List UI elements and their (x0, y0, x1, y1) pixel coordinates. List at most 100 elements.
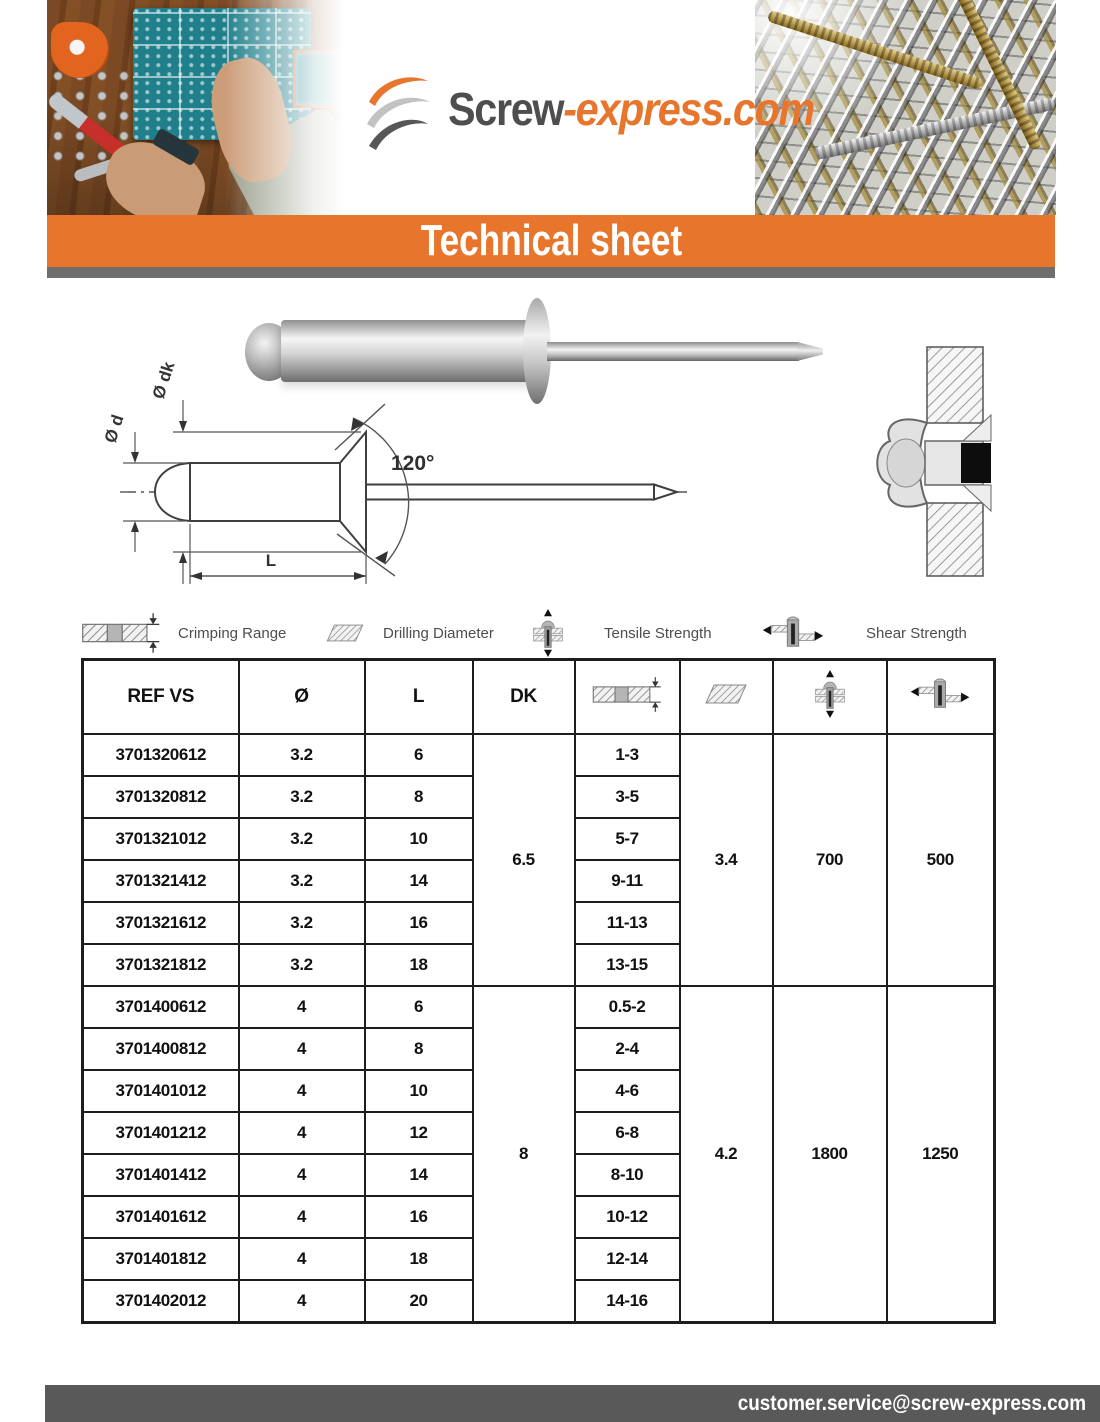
length-cell: 10 (363, 1069, 474, 1113)
shear-strength-icon (909, 678, 971, 711)
rivet-spec-table: REF VS Ø L DK 3701320612 3.2 6 6.5 1-3 3.4 700… (81, 658, 996, 1324)
crimping-range-icon (80, 612, 162, 654)
head-diameter-label: Ø dk (149, 359, 179, 401)
ref-cell: 3701320812 (81, 775, 240, 819)
diameter-cell: 3.2 (237, 775, 366, 819)
crimping-range-cell: 5-7 (573, 817, 681, 861)
screw-shape (766, 9, 984, 91)
screws-pile-photo (755, 0, 1056, 215)
tensile-strength-icon (532, 608, 564, 658)
diameter-cell: 4 (237, 985, 366, 1029)
table-row: 3701401012 4 10 4-6 (81, 1069, 995, 1113)
photo-fade (47, 0, 343, 215)
diameter-cell: 4 (237, 1111, 366, 1155)
length-cell: 12 (363, 1111, 474, 1155)
spec-table-body: 3701320612 3.2 6 6.5 1-3 3.4 700 500 3701320812 3… (81, 733, 996, 1324)
ref-cell: 3701401412 (81, 1153, 240, 1197)
rivet-flange-shape (523, 298, 551, 404)
legend-label: Drilling Diameter (383, 624, 494, 642)
legend-label: Tensile Strength (604, 624, 712, 642)
legend-label: Crimping Range (178, 624, 287, 642)
dk-header: DK (471, 658, 576, 735)
body-diameter-label: Ø d (101, 412, 128, 445)
length-cell: 14 (363, 859, 474, 903)
ref-cell: 3701402012 (81, 1279, 240, 1324)
brand-logo: Screw-express.com (448, 84, 815, 135)
wall-upper-section (926, 346, 984, 424)
table-row: 3701400812 4 8 2-4 (81, 1027, 995, 1071)
length-cell: 8 (363, 775, 474, 819)
length-cell: 14 (363, 1153, 474, 1197)
table-header-row: REF VS Ø L DK (81, 658, 996, 735)
rivet-dimension-diagram: Ø d Ø dk L 120° (101, 359, 690, 584)
diameter-cell: 4 (237, 1237, 366, 1281)
flare-bottom (961, 484, 992, 513)
diameter-cell: 4 (237, 1069, 366, 1113)
shear-strength-header (885, 658, 996, 735)
rivet-mandrel-outline (365, 483, 655, 501)
length-cell: 16 (363, 901, 474, 945)
rivet-body-shape (281, 320, 533, 382)
diameter-cell: 4 (237, 1153, 366, 1197)
crimping-range-cell: 11-13 (573, 901, 681, 945)
shear-strength-cell: 1250 (885, 985, 996, 1324)
rivet-head-outline (153, 462, 192, 522)
rivet-product-photo (235, 295, 835, 410)
tensile-strength-cell: 1800 (771, 985, 888, 1324)
length-cell: 6 (363, 985, 474, 1029)
installed-rivet-cross-section (876, 346, 992, 577)
crimping-range-cell: 12-14 (573, 1237, 681, 1281)
drilling-diameter-icon (322, 621, 368, 645)
length-cell: 6 (363, 733, 474, 777)
legend-item-shear-strength: Shear Strength (760, 608, 967, 658)
wall-lower-section (926, 502, 984, 577)
crimping-range-cell: 9-11 (573, 859, 681, 903)
crimping-range-cell: 0.5-2 (573, 985, 681, 1029)
table-row: 3701320812 3.2 8 3-5 (81, 775, 995, 819)
drilling-diameter-cell: 3.4 (678, 733, 774, 987)
ref-cell: 3701401612 (81, 1195, 240, 1239)
diameter-cell: 3.2 (237, 901, 366, 945)
length-cell: 20 (363, 1279, 474, 1324)
diameter-cell: 3.2 (237, 733, 366, 777)
diameter-cell: 3.2 (237, 859, 366, 903)
footer-bar: customer.service@screw-express.com (45, 1385, 1100, 1422)
length-label: L (266, 551, 276, 570)
tensile-strength-icon (814, 668, 846, 720)
length-cell: 16 (363, 1195, 474, 1239)
ref-cell: 3701320612 (81, 733, 240, 777)
diameter-cell: 4 (237, 1027, 366, 1071)
legend-item-tensile-strength: Tensile Strength (532, 608, 712, 658)
crimping-range-cell: 1-3 (573, 733, 681, 777)
drilling-diameter-cell: 4.2 (678, 985, 774, 1324)
ref-cell: 3701400612 (81, 985, 240, 1029)
crimping-range-cell: 8-10 (573, 1153, 681, 1197)
workbench-photo (47, 0, 343, 215)
length-cell: 10 (363, 817, 474, 861)
rivet-body-outline (189, 462, 341, 522)
length-header: L (363, 658, 474, 735)
rivet-mandrel-shape (547, 342, 799, 361)
crimping-range-header (573, 658, 681, 735)
customer-service-email-link[interactable]: customer.service@screw-express.com (737, 1391, 1086, 1415)
shear-strength-cell: 500 (885, 733, 996, 987)
legend-item-crimping-range: Crimping Range (80, 608, 286, 658)
set-head-core (886, 438, 926, 488)
table-row: 3701321812 3.2 18 13-15 (81, 943, 995, 987)
crimping-range-cell: 3-5 (573, 775, 681, 819)
diameter-cell: 3.2 (237, 943, 366, 987)
ref-cell: 3701401212 (81, 1111, 240, 1155)
diameter-cell: 4 (237, 1279, 366, 1324)
drilling-diameter-header (678, 658, 774, 735)
ref-cell: 3701321012 (81, 817, 240, 861)
broken-mandrel (961, 443, 991, 483)
brand-swoosh-icon (367, 77, 430, 150)
ref-cell: 3701401812 (81, 1237, 240, 1281)
title-banner: Technical sheet (47, 215, 1055, 267)
dk-cell: 6.5 (471, 733, 576, 987)
tensile-strength-header (771, 658, 888, 735)
ref-cell: 3701321412 (81, 859, 240, 903)
diameter-header: Ø (237, 658, 366, 735)
crimping-range-cell: 4-6 (573, 1069, 681, 1113)
angle-label: 120° (391, 452, 434, 475)
